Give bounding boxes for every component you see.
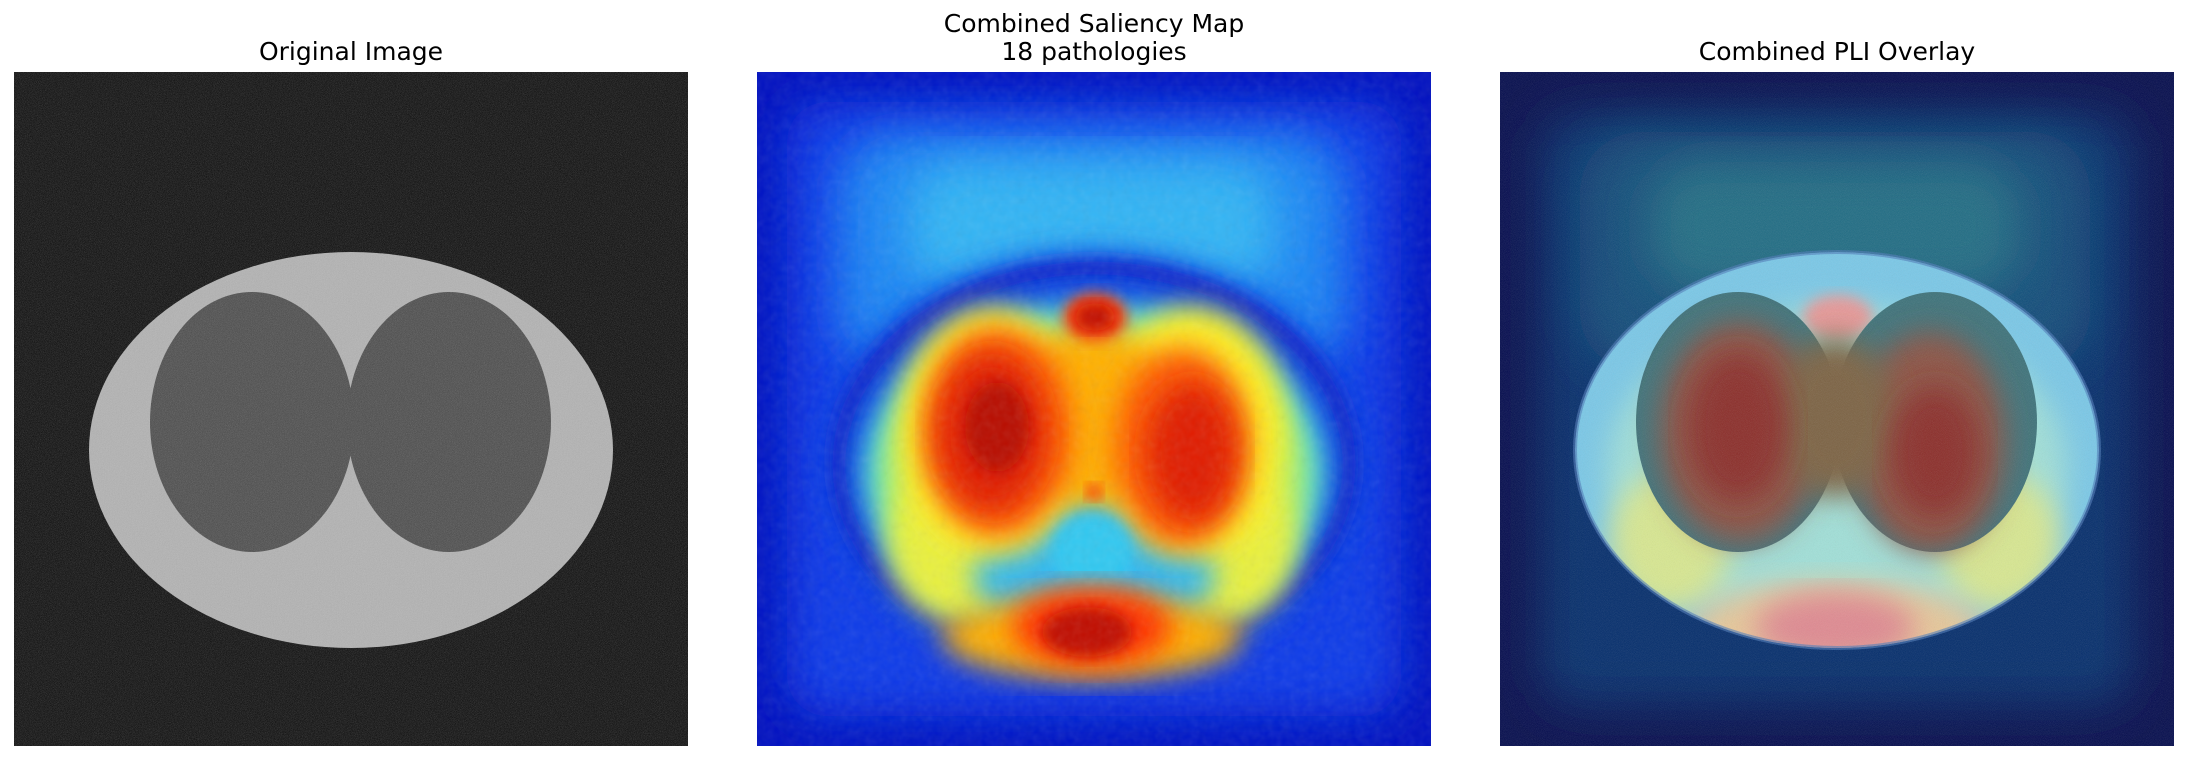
panel-title-saliency: Combined Saliency Map 18 pathologies	[757, 10, 1431, 66]
saliency-map-image	[757, 72, 1431, 746]
panel-original-image: Original Image	[14, 0, 688, 761]
title-line: 18 pathologies	[1001, 37, 1187, 66]
panel-title-overlay: Combined PLI Overlay	[1500, 38, 2174, 66]
panel-title-original: Original Image	[14, 38, 688, 66]
original-image	[14, 72, 688, 746]
title-line: Original Image	[258, 37, 444, 66]
title-line: Combined PLI Overlay	[1698, 37, 1976, 66]
panel-pli-overlay: Combined PLI Overlay	[1500, 0, 2174, 761]
title-line: Combined Saliency Map	[943, 9, 1245, 38]
overlay-image	[1500, 72, 2174, 746]
panel-saliency-map: Combined Saliency Map 18 pathologies	[757, 0, 1431, 761]
